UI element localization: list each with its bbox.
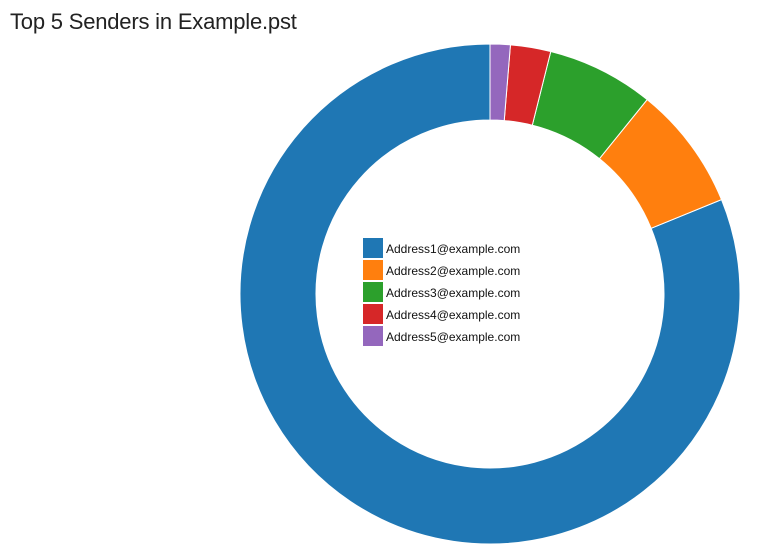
donut-slice-1[interactable]: [239, 43, 741, 545]
chart-title: Top 5 Senders in Example.pst: [10, 9, 297, 34]
chart-legend: Address1@example.com Address2@example.com…: [363, 238, 520, 346]
donut-slice-4[interactable]: [503, 44, 552, 126]
legend-label-4: Address4@example.com: [386, 308, 520, 322]
legend-swatch-4: [363, 304, 383, 324]
legend-label-2: Address2@example.com: [386, 264, 520, 278]
donut-slice-5[interactable]: [489, 43, 511, 122]
donut-slices: [239, 43, 741, 545]
legend-label-5: Address5@example.com: [386, 330, 520, 344]
donut-slice-3[interactable]: [531, 50, 648, 160]
legend-label-3: Address3@example.com: [386, 286, 520, 300]
legend-label-1: Address1@example.com: [386, 242, 520, 256]
legend-swatch-5: [363, 326, 383, 346]
legend-swatch-3: [363, 282, 383, 302]
donut-slice-2[interactable]: [598, 98, 723, 229]
legend-swatch-1: [363, 238, 383, 258]
legend-swatch-2: [363, 260, 383, 280]
